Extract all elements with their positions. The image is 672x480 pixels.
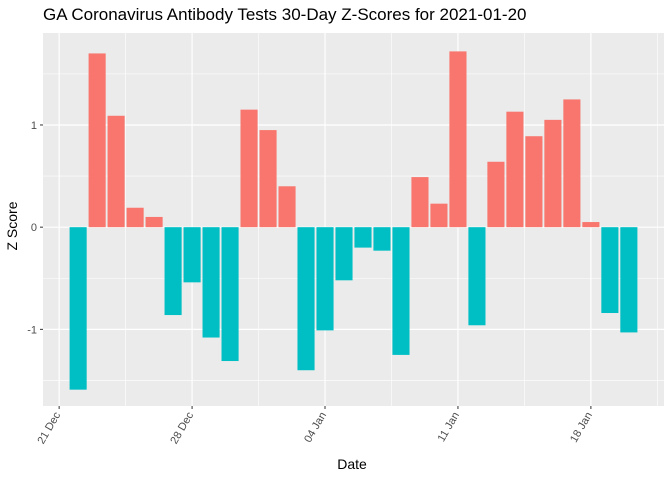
bar	[145, 216, 163, 228]
bar	[354, 227, 372, 248]
bar	[468, 227, 486, 326]
y-tick-label: -1	[27, 324, 37, 336]
bar	[297, 227, 315, 371]
bar	[373, 227, 391, 251]
x-tick-label: 04 Jan	[302, 410, 329, 445]
bar	[88, 53, 106, 228]
bar	[525, 136, 543, 228]
bar	[620, 227, 638, 333]
chart-title: GA Coronavirus Antibody Tests 30-Day Z-S…	[43, 5, 527, 24]
y-tick-label: 0	[31, 222, 37, 234]
bar	[183, 227, 201, 283]
bar	[278, 186, 296, 228]
bar	[430, 203, 448, 228]
x-tick-label: 28 Dec	[168, 410, 196, 447]
bar	[335, 227, 353, 281]
x-tick-label: 18 Jan	[568, 410, 595, 445]
bar	[316, 227, 334, 331]
bar	[259, 130, 277, 228]
bar	[164, 227, 182, 316]
bar	[544, 119, 562, 228]
bar	[411, 177, 429, 228]
bar	[582, 222, 600, 228]
bar	[240, 109, 258, 228]
x-tick-label: 11 Jan	[436, 410, 463, 444]
bar	[506, 111, 524, 228]
bar	[449, 51, 467, 228]
y-tick-label: 1	[31, 120, 37, 132]
bar	[221, 227, 239, 362]
x-tick-label: 21 Dec	[35, 410, 63, 447]
bar	[601, 227, 619, 314]
bar	[107, 115, 125, 228]
bar	[202, 227, 220, 338]
bar	[392, 227, 410, 355]
bar	[487, 161, 505, 228]
bar	[69, 227, 87, 390]
x-axis-label: Date	[337, 456, 367, 472]
bar	[126, 207, 144, 228]
bar	[563, 99, 581, 228]
